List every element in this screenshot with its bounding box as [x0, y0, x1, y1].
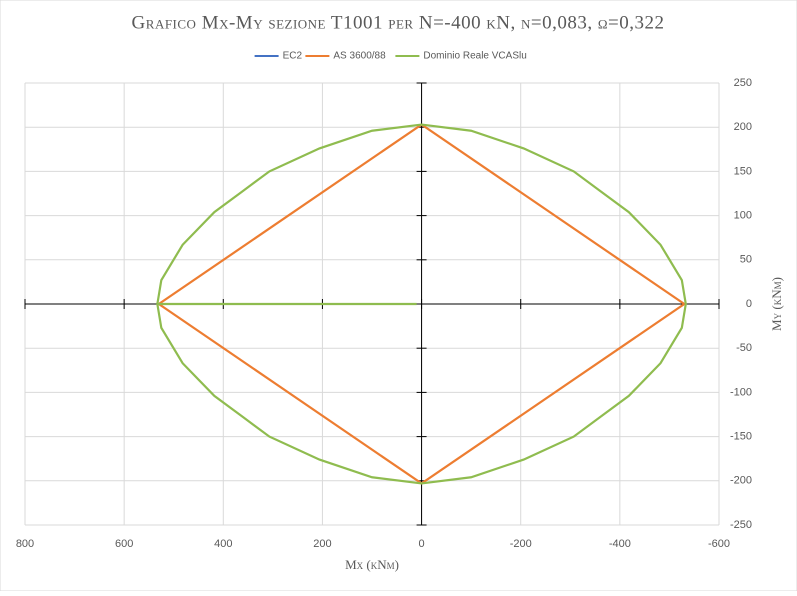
- x-tick-label: 0: [419, 538, 425, 550]
- y-tick-label: -50: [736, 342, 752, 354]
- x-tick-label: -400: [609, 538, 631, 550]
- y-tick-label: 50: [740, 254, 752, 266]
- y-tick-label: -100: [730, 386, 752, 398]
- legend-label: Dominio Reale VCASlu: [423, 51, 526, 62]
- y-tick-label: -250: [730, 519, 752, 531]
- x-tick-label: 200: [313, 538, 331, 550]
- legend-label: EC2: [283, 51, 303, 62]
- x-axis-label: Mx (kNm): [345, 557, 399, 572]
- x-tick-label: -600: [708, 538, 730, 550]
- x-tick-label: 800: [16, 538, 34, 550]
- series-line: [156, 123, 687, 485]
- y-axis-label: My (kNm): [769, 277, 784, 331]
- x-tick-label: 600: [115, 538, 133, 550]
- y-tick-label: 200: [734, 121, 752, 133]
- y-tick-label: -150: [730, 431, 752, 443]
- x-tick-label: -200: [510, 538, 532, 550]
- y-tick-label: 100: [734, 210, 752, 222]
- y-tick-label: -200: [730, 475, 752, 487]
- y-tick-label: 150: [734, 165, 752, 177]
- x-tick-label: 400: [214, 538, 232, 550]
- legend-label: AS 3600/88: [333, 51, 386, 62]
- y-tick-label: 250: [734, 77, 752, 89]
- chart-title: Grafico Mx-My sezione T1001 per N=-400 k…: [132, 12, 665, 33]
- y-tick-label: 0: [746, 298, 752, 310]
